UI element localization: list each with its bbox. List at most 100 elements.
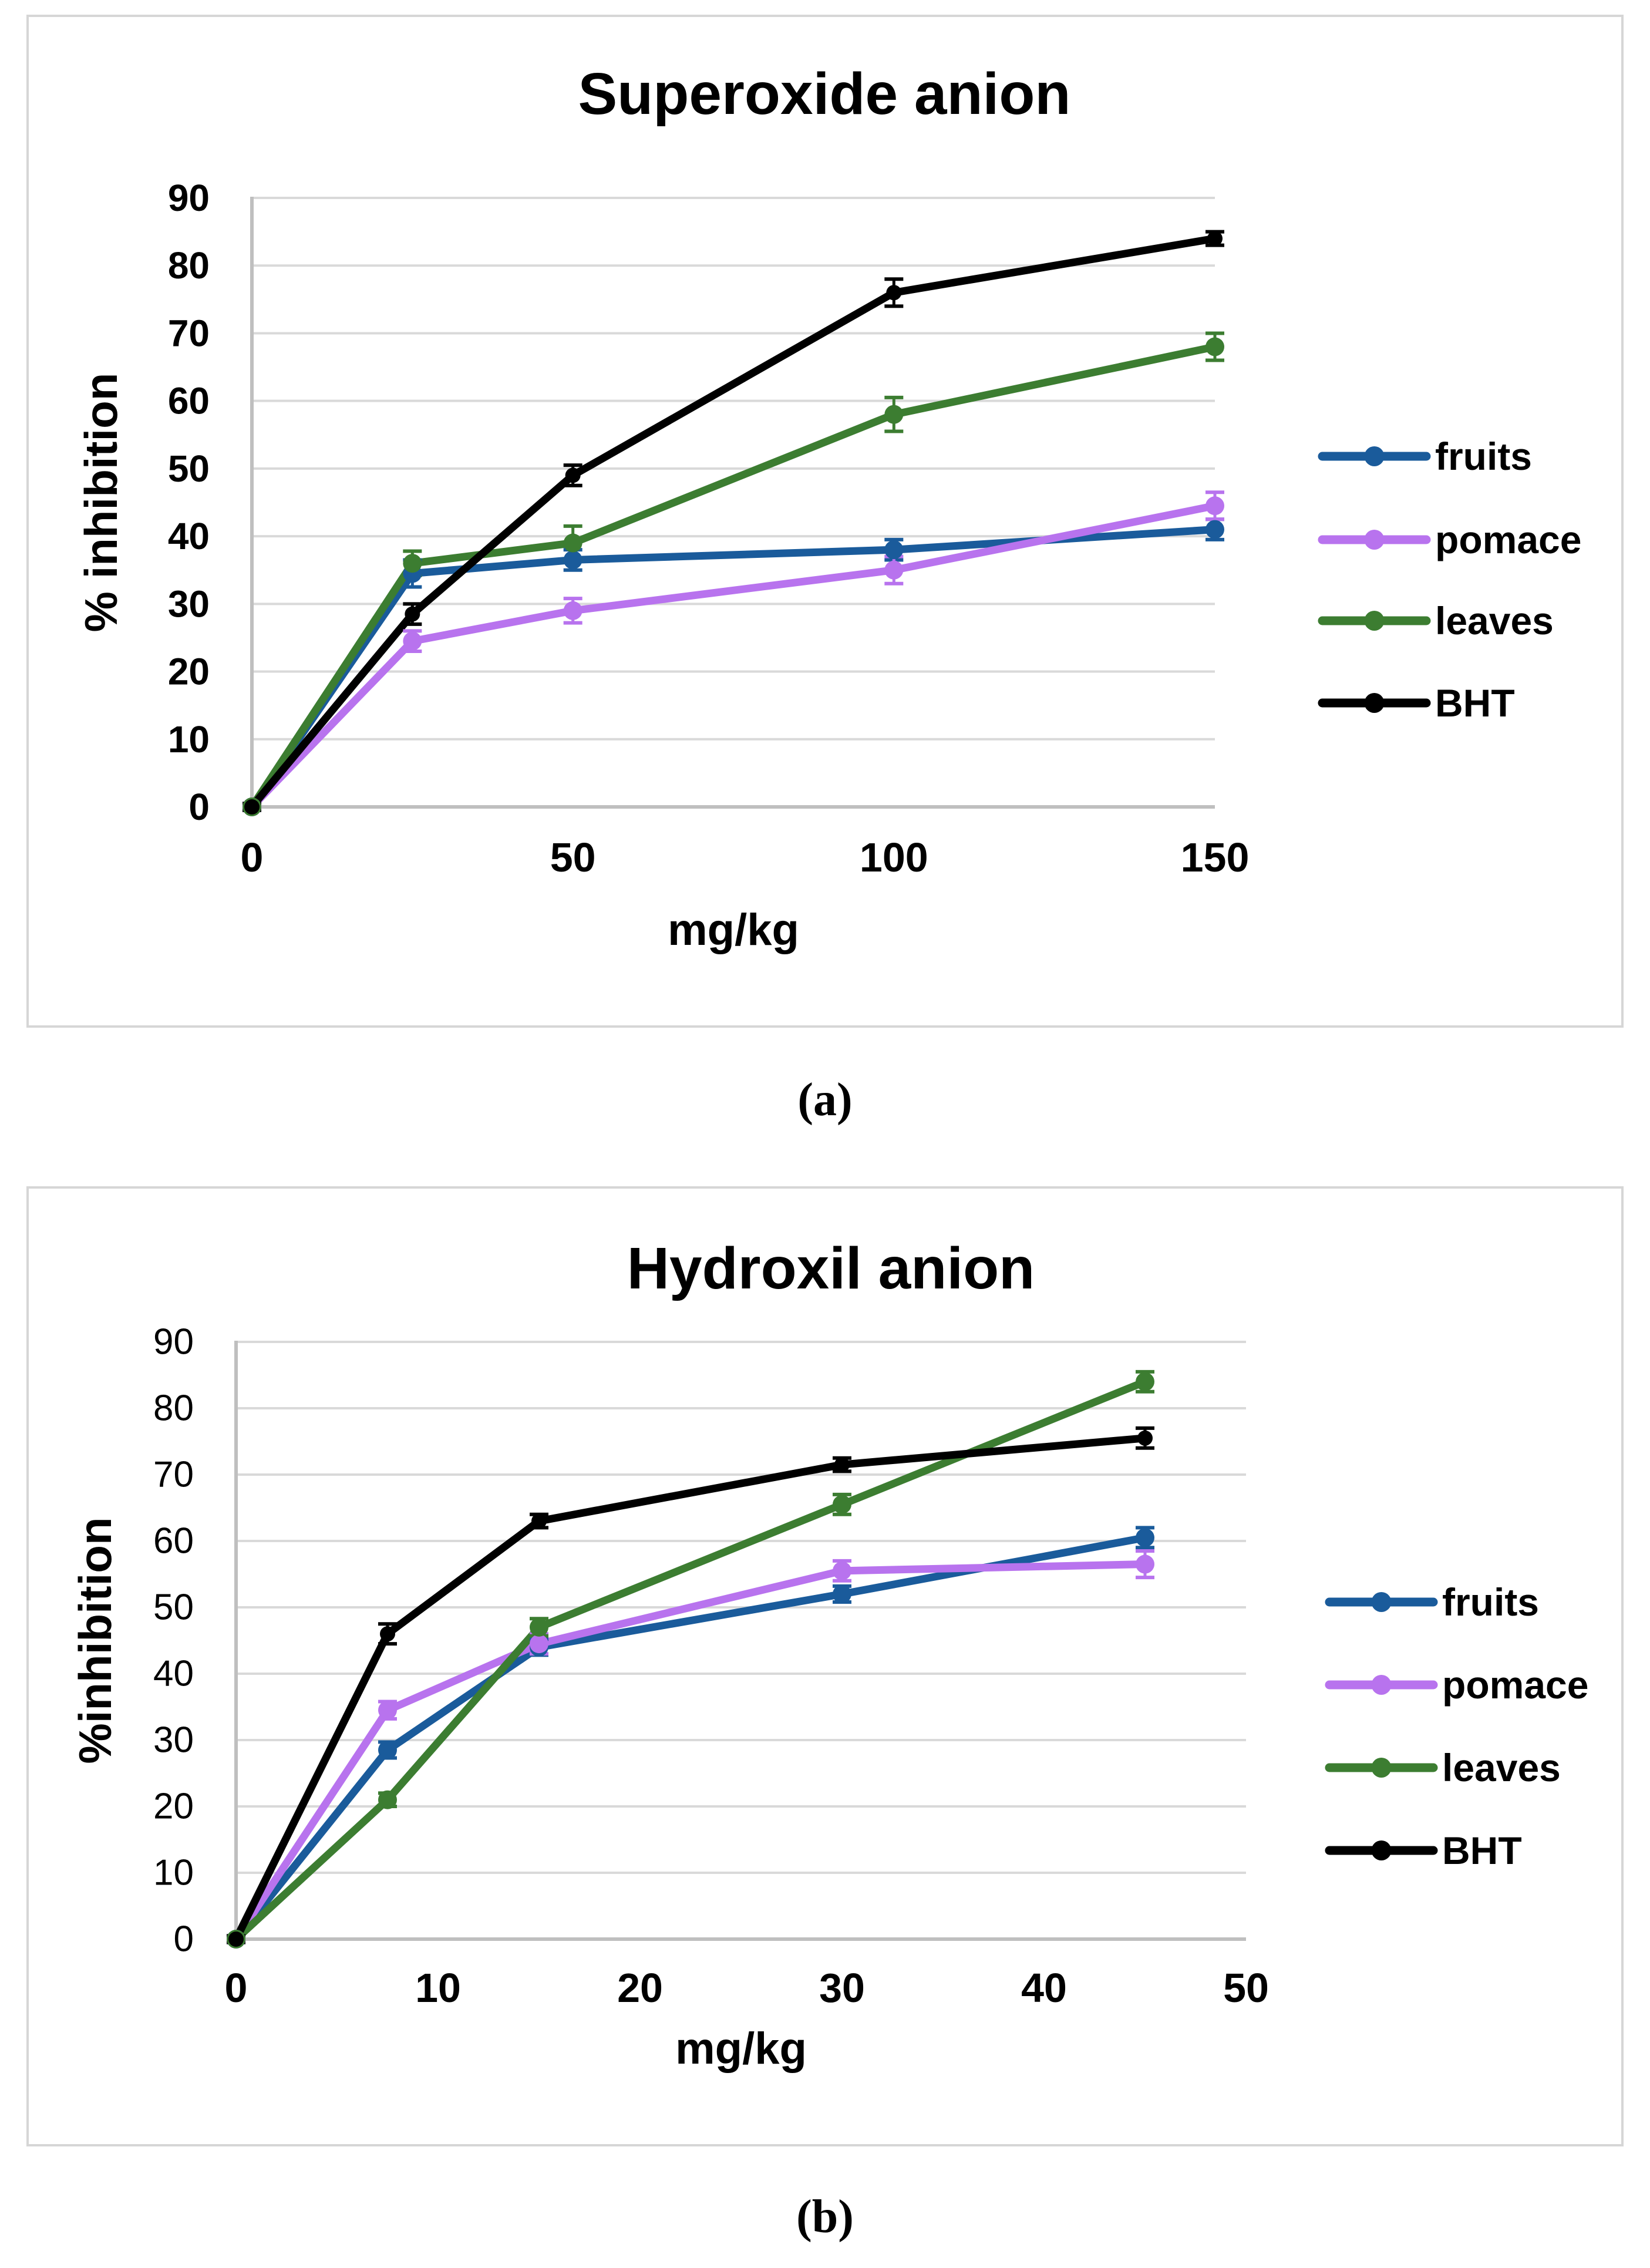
data-point-marker — [1205, 337, 1224, 356]
y-tick-label: 10 — [153, 1853, 194, 1893]
data-point-marker — [834, 1457, 850, 1473]
error-bars-BHT — [243, 230, 1224, 812]
legend-item-fruits: fruits — [1318, 435, 1532, 478]
series-markers-leaves — [243, 337, 1224, 816]
y-tick-label: 0 — [174, 1919, 194, 1960]
legend-label: leaves — [1435, 599, 1554, 642]
y-tick-label: 10 — [168, 718, 210, 761]
y-tick-label: 40 — [168, 515, 210, 557]
x-axis-title: mg/kg — [668, 905, 799, 955]
legend-item-BHT: BHT — [1325, 1829, 1522, 1872]
error-bars-leaves — [227, 1369, 1154, 1944]
data-point-marker — [563, 533, 582, 553]
data-point-marker — [530, 1634, 548, 1654]
data-point-marker — [1207, 231, 1223, 247]
y-tick-label: 50 — [168, 447, 210, 490]
legend-item-leaves: leaves — [1325, 1746, 1561, 1789]
series-markers-pomace — [227, 1554, 1154, 1949]
data-point-marker — [405, 606, 420, 622]
chart-title: Superoxide anion — [578, 61, 1070, 127]
y-axis-title: % inhibition — [75, 373, 127, 632]
series-line-BHT — [248, 234, 1219, 811]
data-point-marker — [378, 1790, 397, 1809]
x-tick-label: 100 — [860, 834, 928, 880]
legend-label: BHT — [1442, 1829, 1522, 1872]
legend-marker — [1371, 1840, 1392, 1860]
data-point-marker — [833, 1561, 851, 1580]
legend-label: fruits — [1435, 435, 1532, 478]
legend-marker — [1364, 446, 1385, 466]
legend-marker — [1364, 530, 1385, 550]
x-tick-label: 20 — [617, 1965, 663, 2011]
data-point-marker — [563, 550, 582, 570]
legend-item-leaves: leaves — [1318, 599, 1554, 642]
data-point-marker — [1136, 1528, 1154, 1547]
chart-a-svg: Superoxide anion % inhibition mg/kg 0 10 20 30… — [75, 61, 1581, 955]
x-tick-label: 0 — [241, 834, 264, 880]
y-tick-label: 80 — [153, 1388, 194, 1429]
x-tick-label: 10 — [415, 1965, 461, 2011]
data-point-marker — [563, 601, 582, 620]
y-tick-label: 30 — [168, 583, 210, 625]
series-line-leaves — [248, 342, 1219, 811]
legend-item-pomace: pomace — [1325, 1663, 1588, 1707]
legend-marker — [1371, 1675, 1392, 1695]
x-tick-label: 0 — [225, 1965, 248, 2011]
legend-item-fruits: fruits — [1325, 1580, 1539, 1624]
data-point-marker — [886, 285, 902, 301]
data-point-marker — [403, 554, 422, 573]
legend-item-BHT: BHT — [1318, 681, 1515, 725]
caption-a: (a) — [797, 1074, 853, 1126]
y-tick-label: 70 — [153, 1455, 194, 1495]
data-point-marker — [1205, 496, 1224, 516]
y-tick-label: 90 — [153, 1322, 194, 1362]
data-point-marker — [228, 1931, 244, 1947]
data-point-marker — [1137, 1430, 1153, 1446]
x-tick-label: 50 — [550, 834, 596, 880]
series-markers-BHT — [244, 231, 1223, 815]
data-point-marker — [403, 631, 422, 651]
series-markers-pomace — [243, 496, 1224, 816]
y-tick-label: 40 — [153, 1654, 194, 1694]
data-point-marker — [884, 405, 904, 424]
y-tick-label: 20 — [153, 1786, 194, 1827]
y-tick-label: 90 — [168, 177, 210, 219]
data-point-marker — [531, 1513, 547, 1529]
y-tick-label: 30 — [153, 1720, 194, 1761]
data-point-marker — [833, 1495, 851, 1514]
legend-label: fruits — [1442, 1580, 1539, 1624]
legend-label: BHT — [1435, 681, 1515, 725]
legend-marker — [1364, 693, 1385, 713]
series-line-pomace — [248, 502, 1219, 811]
legend-label: leaves — [1442, 1746, 1561, 1789]
data-point-marker — [884, 560, 904, 580]
data-point-marker — [378, 1740, 397, 1759]
caption-b: (b) — [796, 2191, 854, 2243]
chart-panel-hydroxil: Hydroxil anion %inhibition mg/kg 0 10 20 30 40 5… — [26, 1186, 1624, 2146]
data-point-marker — [378, 1701, 397, 1720]
data-point-marker — [565, 467, 581, 483]
y-tick-label: 20 — [168, 651, 210, 693]
x-tick-label: 50 — [1223, 1965, 1269, 2011]
data-point-marker — [1205, 520, 1224, 539]
series-line-fruits — [248, 526, 1219, 811]
series-line-BHT — [232, 1434, 1149, 1943]
x-tick-label: 40 — [1021, 1965, 1067, 2011]
series-markers-BHT — [228, 1430, 1153, 1947]
x-tick-label: 150 — [1181, 834, 1250, 880]
y-tick-label: 50 — [153, 1587, 194, 1628]
y-tick-label: 80 — [168, 244, 210, 287]
x-tick-label: 30 — [819, 1965, 865, 2011]
error-bars-fruits — [227, 1526, 1154, 1944]
data-point-marker — [1136, 1554, 1154, 1574]
chart-b-svg: Hydroxil anion %inhibition mg/kg 0 10 20 30 40 5… — [69, 1236, 1588, 2074]
legend-label: pomace — [1442, 1663, 1588, 1707]
y-axis-title: %inhibition — [69, 1517, 121, 1764]
legend-marker — [1371, 1758, 1392, 1778]
series-markers-leaves — [227, 1372, 1154, 1949]
y-tick-label: 60 — [153, 1521, 194, 1562]
data-point-marker — [380, 1626, 395, 1642]
y-tick-label: 0 — [188, 786, 210, 828]
y-tick-label: 70 — [168, 312, 210, 354]
